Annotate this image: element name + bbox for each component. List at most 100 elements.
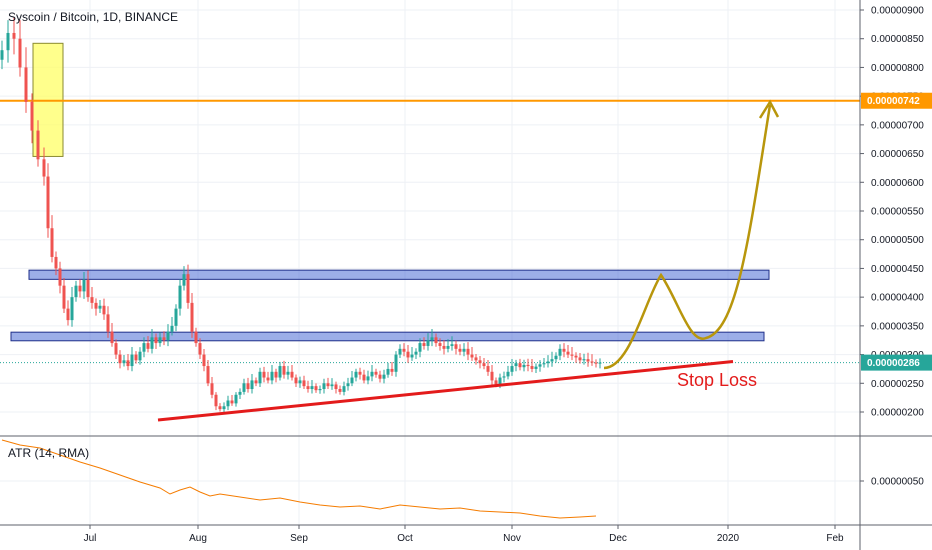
candle-body xyxy=(36,130,40,160)
candle-body xyxy=(154,337,158,344)
candle-body xyxy=(66,308,70,321)
candle-body xyxy=(174,308,178,326)
candle-body xyxy=(262,371,266,378)
candle-body xyxy=(398,348,402,355)
annotation-layer-back xyxy=(0,42,860,364)
candle-body xyxy=(338,389,342,392)
candle-body xyxy=(130,354,134,367)
candle-body xyxy=(162,337,166,341)
candle-body xyxy=(478,360,482,364)
candle-body xyxy=(530,366,534,369)
candle-body xyxy=(274,371,278,378)
projection-arrowhead xyxy=(758,99,780,119)
candle-body xyxy=(554,355,558,360)
candle-body xyxy=(258,371,262,384)
candle-body xyxy=(466,348,470,355)
candle-body xyxy=(438,343,442,346)
candle-body xyxy=(98,305,102,309)
candle-body xyxy=(106,314,110,332)
y-tick-label: 0.00000550 xyxy=(871,207,924,218)
candle-body xyxy=(582,359,586,361)
candle-body xyxy=(186,274,190,303)
y-tick-label: 0.00000600 xyxy=(871,178,924,189)
candle-body xyxy=(86,279,90,298)
candle-body xyxy=(454,344,458,349)
candle-body xyxy=(542,363,546,365)
candle-body xyxy=(406,351,410,358)
y-tick-label: 0.00000350 xyxy=(871,321,924,332)
candle-body xyxy=(414,351,418,355)
candle-body xyxy=(522,364,526,368)
x-tick-label: Jul xyxy=(84,533,97,544)
candle-body xyxy=(342,386,346,392)
candle-body xyxy=(502,376,506,378)
candle-body xyxy=(250,380,254,390)
candle-body xyxy=(346,383,350,387)
label-layer: 0.00000742 0.00000286 xyxy=(861,92,932,371)
candle-body xyxy=(202,354,206,367)
candle-body xyxy=(550,359,554,362)
candle-body xyxy=(242,383,246,392)
candle-body xyxy=(446,345,450,349)
candle-body xyxy=(234,394,238,404)
candle-body xyxy=(12,32,16,39)
candle-body xyxy=(498,377,502,385)
y-tick-label: 0.00000500 xyxy=(871,235,924,246)
y-tick-label: 0.00000250 xyxy=(871,379,924,390)
projection-curve[interactable] xyxy=(603,104,772,370)
candle-body xyxy=(526,364,530,367)
candle-body xyxy=(462,348,466,352)
candle-body xyxy=(78,285,82,292)
candle-body xyxy=(514,363,518,367)
candle-body xyxy=(510,366,514,372)
x-axis-layer[interactable]: Jul Aug Sep Oct Nov Dec 2020 Feb xyxy=(84,525,844,544)
atr-layer xyxy=(1,439,597,519)
y-tick-label: 0.00000400 xyxy=(871,293,924,304)
candle-body xyxy=(390,368,394,372)
candle-body xyxy=(122,360,126,364)
candle-body xyxy=(486,366,490,372)
candle-body xyxy=(394,354,398,372)
x-tick-label: Dec xyxy=(609,533,627,544)
candle-body xyxy=(114,343,118,355)
candle-body xyxy=(294,377,298,384)
y-tick-label: 0.00000850 xyxy=(871,34,924,45)
candle-body xyxy=(54,256,58,269)
x-tick-label: Sep xyxy=(290,533,308,544)
candle-body xyxy=(50,228,54,257)
resistance-zone-upper[interactable] xyxy=(28,269,770,280)
candle-body xyxy=(82,279,86,292)
current-price-label xyxy=(861,354,932,371)
atr-indicator-title: ATR (14, RMA) xyxy=(8,446,89,460)
candle-body xyxy=(74,285,78,298)
support-trendline[interactable] xyxy=(157,359,734,422)
candle-body xyxy=(366,376,370,381)
candle-body xyxy=(0,50,4,60)
candle-body xyxy=(566,351,570,355)
candle-body xyxy=(286,371,290,375)
candle-body xyxy=(378,374,382,379)
resistance-zone-lower[interactable] xyxy=(10,331,765,342)
candle-body xyxy=(594,362,598,364)
y-axis-layer[interactable]: 0.000009000.000008500.000008000.00000750… xyxy=(860,6,924,488)
x-tick-label: 2020 xyxy=(717,533,740,544)
candle-body xyxy=(222,406,226,410)
x-tick-label: Oct xyxy=(397,533,413,544)
candle-body xyxy=(458,348,462,352)
y-tick-label: 0.00000800 xyxy=(871,63,924,74)
candle-body xyxy=(386,368,390,375)
candle-body xyxy=(330,384,334,387)
candle-body xyxy=(194,331,198,344)
candle-body xyxy=(354,371,358,378)
candle-body xyxy=(418,343,422,352)
candle-body xyxy=(94,302,98,309)
candle-body xyxy=(538,364,542,367)
candle-body xyxy=(214,394,218,407)
candle-body xyxy=(558,348,562,356)
candle-body xyxy=(46,176,50,229)
candle-body xyxy=(238,391,242,395)
candle-body xyxy=(402,348,406,352)
candle-body xyxy=(474,357,478,361)
